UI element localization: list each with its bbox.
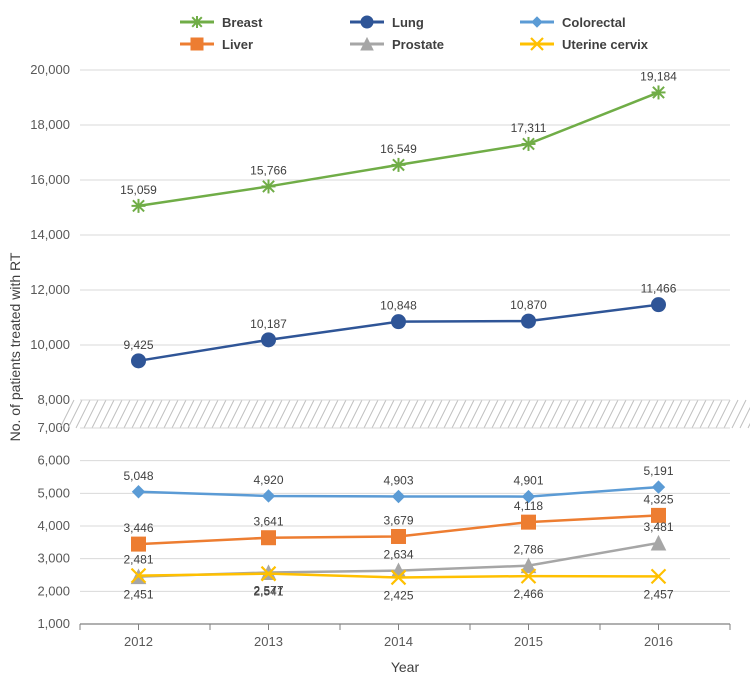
y-tick-label: 5,000 <box>37 485 70 500</box>
data-label: 2,457 <box>643 587 673 601</box>
data-label: 2,451 <box>123 588 153 602</box>
y-tick-label: 1,000 <box>37 616 70 631</box>
data-label: 9,425 <box>123 338 153 352</box>
data-label: 15,059 <box>120 183 157 197</box>
y-tick-label: 20,000 <box>30 62 70 77</box>
legend-label: Lung <box>392 15 424 30</box>
data-label: 3,446 <box>123 521 153 535</box>
legend-label: Uterine cervix <box>562 37 649 52</box>
data-label: 19,184 <box>640 69 677 83</box>
x-tick-label: 2014 <box>384 634 413 649</box>
data-label: 15,766 <box>250 163 287 177</box>
legend-label: Liver <box>222 37 253 52</box>
y-tick-label: 4,000 <box>37 518 70 533</box>
x-tick-label: 2015 <box>514 634 543 649</box>
x-tick-label: 2013 <box>254 634 283 649</box>
y-tick-label: 2,000 <box>37 583 70 598</box>
data-label: 4,920 <box>253 473 283 487</box>
data-label: 4,118 <box>514 499 543 513</box>
y-tick-label: 8,000 <box>37 392 70 407</box>
data-label: 2,634 <box>383 548 413 562</box>
data-label: 11,466 <box>641 282 677 296</box>
axis-break <box>60 400 750 428</box>
data-label: 2,541 <box>253 585 283 599</box>
data-label: 3,679 <box>383 513 413 527</box>
y-axis-title: No. of patients treated with RT <box>7 252 23 441</box>
y-tick-label: 12,000 <box>30 282 70 297</box>
data-label: 17,311 <box>511 121 547 135</box>
x-axis-title: Year <box>391 659 420 675</box>
x-tick-label: 2012 <box>124 634 153 649</box>
y-tick-label: 14,000 <box>30 227 70 242</box>
y-tick-label: 10,000 <box>30 337 70 352</box>
legend-label: Breast <box>222 15 263 30</box>
data-label: 10,870 <box>510 298 547 312</box>
data-label: 3,481 <box>643 520 673 534</box>
data-label: 10,187 <box>250 317 287 331</box>
legend-label: Prostate <box>392 37 444 52</box>
data-label: 5,048 <box>123 469 153 483</box>
x-tick-label: 2016 <box>644 634 673 649</box>
data-label: 16,549 <box>380 142 417 156</box>
line-chart: 8,000 10,000 12,000 14,000 16,000 18,000 20,00… <box>0 0 750 689</box>
data-label: 2,786 <box>513 543 543 557</box>
data-label: 4,903 <box>383 474 413 488</box>
data-label: 2,466 <box>513 587 543 601</box>
data-label: 4,325 <box>643 492 673 506</box>
data-label: 5,191 <box>643 464 673 478</box>
y-tick-label: 6,000 <box>37 453 70 468</box>
y-tick-label: 16,000 <box>30 172 70 187</box>
data-label: 10,848 <box>380 299 417 313</box>
data-label: 2,425 <box>383 588 413 602</box>
data-label: 2,481 <box>123 553 153 567</box>
data-label: 3,641 <box>253 515 283 529</box>
legend-label: Colorectal <box>562 15 626 30</box>
y-tick-label: 18,000 <box>30 117 70 132</box>
y-tick-label: 3,000 <box>37 551 70 566</box>
data-label: 4,901 <box>513 474 543 488</box>
y-tick-label: 7,000 <box>37 420 70 435</box>
